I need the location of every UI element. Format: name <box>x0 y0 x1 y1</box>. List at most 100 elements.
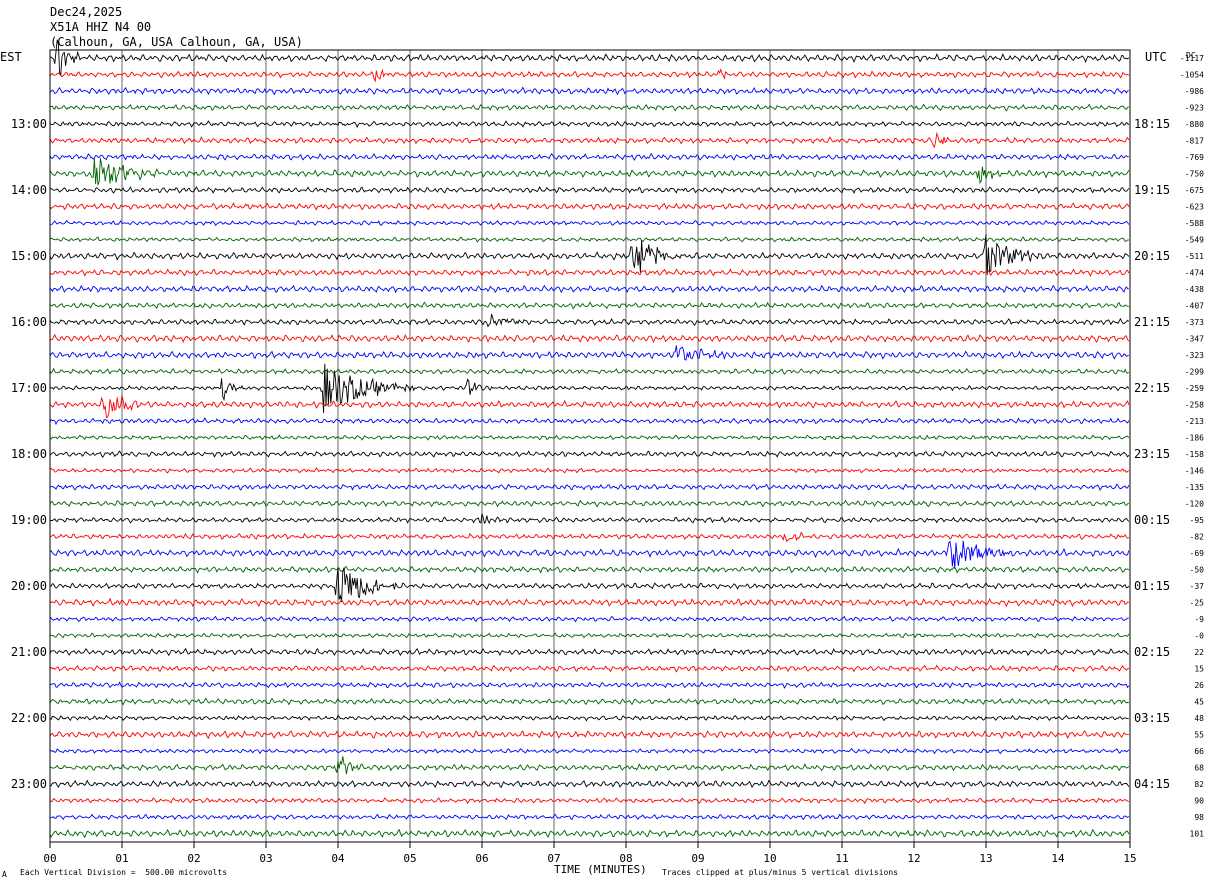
dc-offset-29: -82 <box>1190 533 1205 542</box>
dc-offset-37: 15 <box>1194 665 1204 674</box>
trace-23 <box>49 434 1130 441</box>
dc-offset-32: -37 <box>1190 582 1205 591</box>
dc-offset-41: 55 <box>1194 731 1204 740</box>
dc-offset-12: -511 <box>1185 252 1204 261</box>
dc-offset-34: -9 <box>1194 615 1204 624</box>
trace-3 <box>50 103 1130 112</box>
right-hour-label-2: 20:15 <box>1134 249 1170 263</box>
right-timezone: UTC <box>1145 50 1167 64</box>
time-gridlines <box>121 50 1059 842</box>
corner-mark: A <box>2 870 7 879</box>
x-tick-label-11: 11 <box>835 852 848 865</box>
right-hour-label-5: 23:15 <box>1134 447 1170 461</box>
station-location: (Calhoun, GA, USA Calhoun, GA, USA) <box>50 35 303 49</box>
trace-11 <box>49 236 1129 243</box>
trace-10 <box>49 219 1130 227</box>
trace-42 <box>49 747 1130 755</box>
trace-34 <box>49 615 1129 623</box>
dc-offset-43: 68 <box>1194 764 1204 773</box>
clip-note: Traces clipped at plus/minus 5 vertical … <box>662 868 899 877</box>
trace-7 <box>49 158 1130 186</box>
dc-offset-15: -407 <box>1185 302 1204 311</box>
right-hour-label-9: 03:15 <box>1134 711 1170 725</box>
x-tick-label-13: 13 <box>979 852 992 865</box>
trace-13 <box>49 268 1130 277</box>
x-tick-label-00: 00 <box>43 852 56 865</box>
x-tick-label-01: 01 <box>115 852 128 865</box>
trace-8 <box>49 186 1130 194</box>
dc-offset-28: -95 <box>1190 516 1205 525</box>
left-hour-label-9: 22:00 <box>11 711 47 725</box>
right-hour-label-6: 00:15 <box>1134 513 1170 527</box>
trace-24 <box>49 450 1130 459</box>
trace-14 <box>49 284 1129 294</box>
dc-offset-33: -25 <box>1190 599 1205 608</box>
station-code: X51A HHZ N4 00 <box>50 20 152 34</box>
dc-offset-24: -158 <box>1185 450 1204 459</box>
right-hour-label-3: 21:15 <box>1134 315 1170 329</box>
trace-4 <box>49 120 1130 129</box>
plot-date: Dec24,2025 <box>50 5 123 19</box>
trace-22 <box>49 416 1130 426</box>
dc-offset-25: -146 <box>1185 467 1204 476</box>
x-axis-title: TIME (MINUTES) <box>554 863 647 876</box>
trace-33 <box>49 597 1129 608</box>
left-hour-label-0: 13:00 <box>11 117 47 131</box>
dc-offset-4: -880 <box>1185 120 1204 129</box>
trace-2 <box>49 86 1129 96</box>
trace-16 <box>49 313 1130 328</box>
dc-offset-3: -923 <box>1185 104 1204 113</box>
x-tick-label-08: 08 <box>619 852 632 865</box>
trace-37 <box>49 664 1130 673</box>
dc-offset-6: -769 <box>1185 153 1204 162</box>
trace-47 <box>49 828 1130 839</box>
trace-18 <box>49 345 1129 361</box>
dc-offset-8: -675 <box>1185 186 1204 195</box>
dc-offset-14: -438 <box>1185 285 1204 294</box>
trace-1 <box>49 68 1130 83</box>
left-hour-label-5: 18:00 <box>11 447 47 461</box>
trace-43 <box>49 756 1130 775</box>
seismic-traces <box>49 39 1130 839</box>
left-hour-label-4: 17:00 <box>11 381 47 395</box>
x-tick-label-03: 03 <box>259 852 272 865</box>
left-timezone: EST <box>0 50 22 64</box>
right-hour-label-1: 19:15 <box>1134 183 1170 197</box>
dc-offset-11: -549 <box>1185 236 1204 245</box>
dc-offset-19: -299 <box>1185 368 1204 377</box>
dc-offset-9: -623 <box>1185 203 1204 212</box>
dc-offset-16: -373 <box>1185 318 1204 327</box>
trace-9 <box>49 202 1130 211</box>
dc-offset-38: 26 <box>1194 681 1204 690</box>
trace-20 <box>49 363 1130 413</box>
dc-offset-36: 22 <box>1194 648 1204 657</box>
dc-offset-17: -347 <box>1185 335 1204 344</box>
scale-note: Each Vertical Division = 500.00 microvol… <box>20 868 228 877</box>
trace-27 <box>49 499 1130 508</box>
x-tick-label-10: 10 <box>763 852 776 865</box>
x-tick-label-04: 04 <box>331 852 345 865</box>
trace-15 <box>49 301 1129 310</box>
left-hour-label-1: 14:00 <box>11 183 47 197</box>
dc-offset-27: -120 <box>1185 500 1204 509</box>
trace-6 <box>49 152 1129 162</box>
x-tick-label-15: 15 <box>1123 852 1136 865</box>
dc-offset-26: -135 <box>1185 483 1204 492</box>
dc-offset-30: -69 <box>1190 549 1205 558</box>
left-hour-label-3: 16:00 <box>11 315 47 329</box>
trace-44 <box>49 779 1130 789</box>
x-axis-ticks: 00 01 02 03 04 05 06 07 08 09 10 11 12 13 14 15 <box>43 842 1137 865</box>
trace-36 <box>49 647 1129 657</box>
right-hour-label-4: 22:15 <box>1134 381 1170 395</box>
x-tick-label-05: 05 <box>403 852 416 865</box>
trace-41 <box>49 730 1129 740</box>
trace-19 <box>49 367 1129 375</box>
dc-offset-21: -258 <box>1185 401 1204 410</box>
x-tick-label-09: 09 <box>691 852 704 865</box>
trace-5 <box>49 131 1130 149</box>
trace-12 <box>49 234 1130 275</box>
x-tick-label-02: 02 <box>187 852 200 865</box>
trace-38 <box>49 681 1130 689</box>
x-tick-label-06: 06 <box>475 852 488 865</box>
dc-offset-7: -750 <box>1185 170 1204 179</box>
